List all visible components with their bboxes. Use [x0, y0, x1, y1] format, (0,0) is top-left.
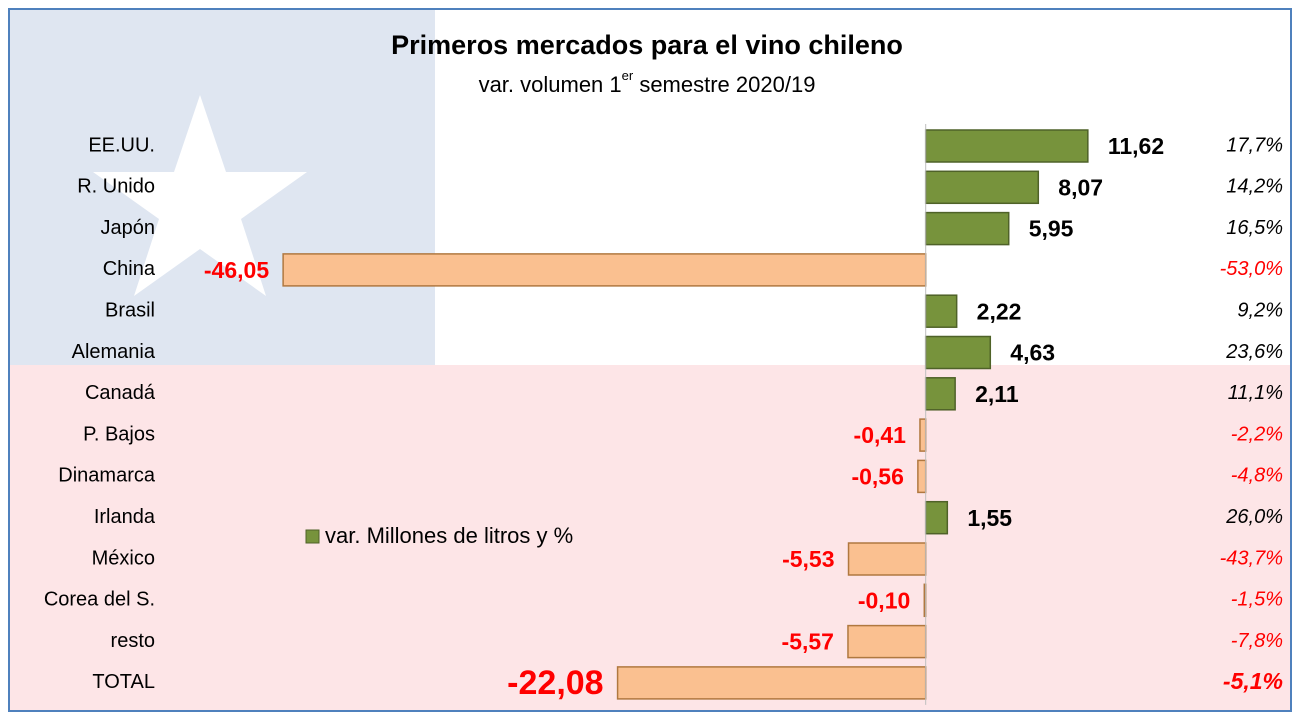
- data-label: 11,62: [1108, 133, 1164, 159]
- y-tick-label: Alemania: [72, 341, 156, 363]
- data-label: 2,22: [977, 298, 1022, 324]
- subtitle-superscript: er: [622, 68, 634, 83]
- y-tick-label: Irlanda: [94, 506, 156, 528]
- percent-label: 14,2%: [1226, 176, 1283, 198]
- percent-label: -43,7%: [1220, 547, 1283, 569]
- data-label: -0,41: [854, 422, 907, 448]
- y-tick-label: Corea del S.: [44, 589, 155, 611]
- legend-swatch: [306, 530, 319, 543]
- data-label: -0,56: [851, 463, 903, 489]
- data-label: -0,10: [858, 587, 910, 613]
- percent-label: 17,7%: [1226, 134, 1283, 156]
- flag-red: [10, 365, 1290, 710]
- chart: Primeros mercados para el vino chileno v…: [0, 0, 1294, 713]
- data-label: 4,63: [1010, 340, 1055, 366]
- bar: [926, 171, 1039, 203]
- percent-label: 23,6%: [1225, 341, 1283, 363]
- legend-label: var. Millones de litros y %: [325, 523, 573, 548]
- bar: [849, 543, 926, 575]
- bar: [926, 295, 957, 327]
- bar: [926, 337, 991, 369]
- percent-label: -1,5%: [1231, 589, 1283, 611]
- bar: [926, 502, 948, 534]
- y-tick-label: Canadá: [85, 382, 156, 404]
- subtitle-rest: semestre 2020/19: [633, 72, 815, 97]
- bar: [926, 378, 955, 410]
- y-tick-label: México: [92, 547, 155, 569]
- y-tick-label: Brasil: [105, 299, 155, 321]
- bar: [926, 130, 1088, 162]
- bar: [618, 667, 926, 699]
- y-tick-label: Japón: [101, 217, 156, 239]
- y-tick-label: resto: [111, 630, 155, 652]
- percent-label: -5,1%: [1223, 668, 1283, 694]
- percent-label: 11,1%: [1228, 382, 1283, 404]
- data-label: -5,57: [782, 629, 834, 655]
- bar: [283, 254, 926, 286]
- chart-title: Primeros mercados para el vino chileno: [391, 30, 903, 60]
- bar: [848, 626, 926, 658]
- bar: [926, 213, 1009, 245]
- y-tick-label: China: [103, 258, 156, 280]
- percent-label: 26,0%: [1225, 506, 1283, 528]
- data-label: 5,95: [1029, 216, 1074, 242]
- percent-label: 9,2%: [1237, 299, 1283, 321]
- percent-label: -4,8%: [1231, 465, 1283, 487]
- y-tick-label: P. Bajos: [83, 423, 155, 445]
- data-label: 2,11: [975, 381, 1019, 407]
- data-label: 1,55: [967, 505, 1012, 531]
- y-tick-label: R. Unido: [77, 176, 155, 198]
- bar: [918, 460, 926, 492]
- percent-label: 16,5%: [1226, 217, 1283, 239]
- bar: [920, 419, 926, 451]
- data-label: -5,53: [782, 546, 834, 572]
- y-tick-label: Dinamarca: [58, 465, 156, 487]
- subtitle-text: var. volumen 1: [479, 72, 622, 97]
- percent-label: -7,8%: [1231, 630, 1283, 652]
- data-label: 8,07: [1058, 174, 1103, 200]
- chart-subtitle: var. volumen 1er semestre 2020/19: [479, 68, 816, 96]
- y-tick-label: EE.UU.: [88, 134, 155, 156]
- percent-label: -2,2%: [1231, 423, 1283, 445]
- data-label: -22,08: [507, 664, 603, 702]
- percent-label: -53,0%: [1220, 258, 1283, 280]
- y-tick-label: TOTAL: [92, 671, 155, 693]
- data-label: -46,05: [204, 257, 269, 283]
